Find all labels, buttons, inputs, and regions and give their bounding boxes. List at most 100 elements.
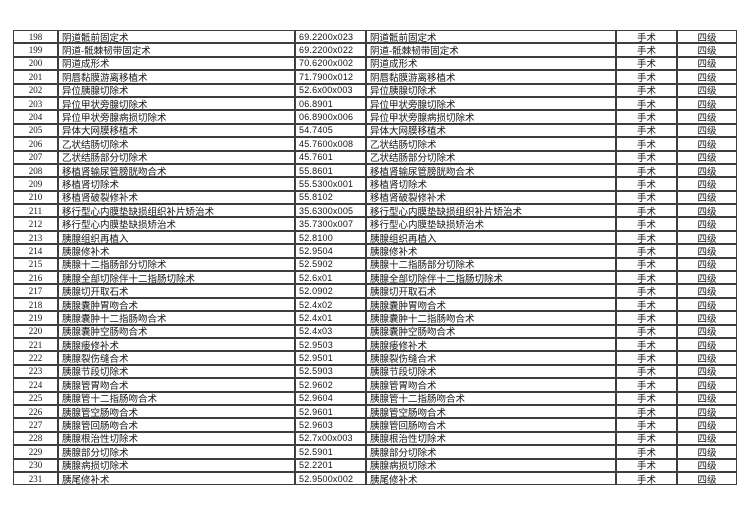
procedure-name-cell: 乙状结肠部分切除术 bbox=[58, 150, 295, 164]
level-cell: 四级 bbox=[677, 230, 737, 245]
procedure-code-cell: 69.2200x022 bbox=[295, 43, 366, 57]
procedure-name-repeat-cell: 胰腺囊肿空肠吻合术 bbox=[366, 324, 616, 338]
procedure-name-cell: 胰腺十二指肠部分切除术 bbox=[58, 257, 295, 272]
procedure-name-cell: 胰腺全部切除伴十二指肠切除术 bbox=[58, 271, 295, 285]
procedure-name-repeat-cell: 胰腺管回肠吻合术 bbox=[366, 418, 616, 432]
row-number-cell: 226 bbox=[13, 404, 58, 419]
level-cell: 四级 bbox=[677, 83, 737, 97]
procedure-name-repeat-cell: 移植肾切除术 bbox=[366, 177, 616, 191]
category-cell: 手术 bbox=[616, 163, 677, 178]
procedure-name-cell: 移植肾切除术 bbox=[58, 177, 295, 191]
procedure-code-cell: 52.9604 bbox=[295, 391, 366, 405]
category-cell: 手术 bbox=[616, 177, 677, 191]
row-number-cell: 229 bbox=[13, 445, 58, 459]
level-cell: 四级 bbox=[677, 177, 737, 191]
level-cell: 四级 bbox=[677, 337, 737, 352]
row-number-cell: 223 bbox=[13, 364, 58, 379]
procedure-code-cell: 52.4x01 bbox=[295, 311, 366, 325]
category-cell: 手术 bbox=[616, 217, 677, 231]
procedure-code-cell: 52.9503 bbox=[295, 337, 366, 352]
level-cell: 四级 bbox=[677, 204, 737, 218]
procedure-name-cell: 胰腺管空肠吻合术 bbox=[58, 404, 295, 419]
category-cell: 手术 bbox=[616, 458, 677, 472]
row-number-cell: 202 bbox=[13, 83, 58, 97]
level-cell: 四级 bbox=[677, 150, 737, 164]
procedure-name-repeat-cell: 胰腺全部切除伴十二指肠切除术 bbox=[366, 271, 616, 285]
level-cell: 四级 bbox=[677, 471, 737, 486]
category-cell: 手术 bbox=[616, 431, 677, 446]
procedure-code-cell: 52.5902 bbox=[295, 257, 366, 272]
procedure-code-cell: 52.9602 bbox=[295, 378, 366, 392]
category-cell: 手术 bbox=[616, 110, 677, 124]
procedure-code-cell: 52.9603 bbox=[295, 418, 366, 432]
table-row: 227 胰腺管回肠吻合术 52.9603 胰腺管回肠吻合术 手术 四级 bbox=[13, 418, 737, 432]
category-cell: 手术 bbox=[616, 150, 677, 164]
procedure-name-repeat-cell: 胰腺部分切除术 bbox=[366, 445, 616, 459]
level-cell: 四级 bbox=[677, 458, 737, 472]
procedure-name-cell: 移行型心内膜垫缺损矫治术 bbox=[58, 217, 295, 231]
table-row: 231 胰尾修补术 52.9500x002 胰尾修补术 手术 四级 bbox=[13, 471, 737, 486]
table-row: 221 胰腺瘘修补术 52.9503 胰腺瘘修补术 手术 四级 bbox=[13, 337, 737, 352]
procedure-name-cell: 胰腺管十二指肠吻合术 bbox=[58, 391, 295, 405]
category-cell: 手术 bbox=[616, 230, 677, 245]
row-number-cell: 230 bbox=[13, 458, 58, 472]
level-cell: 四级 bbox=[677, 311, 737, 325]
procedure-code-cell: 55.8601 bbox=[295, 163, 366, 178]
procedure-name-cell: 乙状结肠切除术 bbox=[58, 137, 295, 151]
procedure-name-repeat-cell: 胰腺节段切除术 bbox=[366, 364, 616, 379]
procedure-name-repeat-cell: 胰腺修补术 bbox=[366, 244, 616, 258]
procedure-name-repeat-cell: 阴唇黏膜游离移植术 bbox=[366, 70, 616, 84]
procedure-name-cell: 胰腺管回肠吻合术 bbox=[58, 418, 295, 432]
table-row: 206 乙状结肠切除术 45.7600x008 乙状结肠切除术 手术 四级 bbox=[13, 137, 737, 151]
row-number-cell: 225 bbox=[13, 391, 58, 405]
procedure-name-cell: 异体大网膜移植术 bbox=[58, 123, 295, 138]
procedure-name-repeat-cell: 移植肾破裂修补术 bbox=[366, 190, 616, 205]
row-number-cell: 211 bbox=[13, 204, 58, 218]
table-row: 204 异位甲状旁腺病损切除术 06.8900x006 异位甲状旁腺病损切除术 … bbox=[13, 110, 737, 124]
procedure-code-cell: 52.9601 bbox=[295, 404, 366, 419]
procedure-name-repeat-cell: 阴道-骶棘韧带固定术 bbox=[366, 43, 616, 57]
procedure-code-cell: 55.8102 bbox=[295, 190, 366, 205]
procedure-name-repeat-cell: 移植肾输尿管膀胱吻合术 bbox=[366, 163, 616, 178]
procedure-name-cell: 阴道骶前固定术 bbox=[58, 30, 295, 44]
procedure-name-cell: 阴道-骶棘韧带固定术 bbox=[58, 43, 295, 57]
row-number-cell: 227 bbox=[13, 418, 58, 432]
table-row: 200 阴道成形术 70.6200x002 阴道成形术 手术 四级 bbox=[13, 56, 737, 71]
table-row: 203 异位甲状旁腺切除术 06.8901 异位甲状旁腺切除术 手术 四级 bbox=[13, 96, 737, 111]
procedure-name-cell: 移植肾破裂修补术 bbox=[58, 190, 295, 205]
procedure-name-repeat-cell: 胰腺囊肿十二指肠吻合术 bbox=[366, 311, 616, 325]
procedure-name-cell: 移行型心内膜垫缺损组织补片矫治术 bbox=[58, 204, 295, 218]
row-number-cell: 207 bbox=[13, 150, 58, 164]
row-number-cell: 213 bbox=[13, 230, 58, 245]
table-row: 208 移植肾输尿管膀胱吻合术 55.8601 移植肾输尿管膀胱吻合术 手术 四… bbox=[13, 163, 737, 178]
procedure-name-repeat-cell: 胰腺裂伤缝合术 bbox=[366, 351, 616, 365]
procedure-name-repeat-cell: 异位甲状旁腺病损切除术 bbox=[366, 110, 616, 124]
procedure-code-cell: 52.7x00x003 bbox=[295, 431, 366, 446]
category-cell: 手术 bbox=[616, 56, 677, 71]
procedure-code-cell: 52.9500x002 bbox=[295, 471, 366, 486]
procedure-code-cell: 52.5901 bbox=[295, 445, 366, 459]
table-row: 219 胰腺囊肿十二指肠吻合术 52.4x01 胰腺囊肿十二指肠吻合术 手术 四… bbox=[13, 311, 737, 325]
procedure-name-cell: 胰尾修补术 bbox=[58, 471, 295, 486]
procedure-name-repeat-cell: 异位胰腺切除术 bbox=[366, 83, 616, 97]
level-cell: 四级 bbox=[677, 110, 737, 124]
table-row: 217 胰腺切开取石术 52.0902 胰腺切开取石术 手术 四级 bbox=[13, 284, 737, 298]
procedure-code-cell: 52.6x01 bbox=[295, 271, 366, 285]
category-cell: 手术 bbox=[616, 123, 677, 138]
procedure-name-repeat-cell: 移行型心内膜垫缺损组织补片矫治术 bbox=[366, 204, 616, 218]
row-number-cell: 217 bbox=[13, 284, 58, 298]
table-row: 218 胰腺囊肿胃吻合术 52.4x02 胰腺囊肿胃吻合术 手术 四级 bbox=[13, 297, 737, 312]
row-number-cell: 219 bbox=[13, 311, 58, 325]
table-row: 228 胰腺根治性切除术 52.7x00x003 胰腺根治性切除术 手术 四级 bbox=[13, 431, 737, 446]
category-cell: 手术 bbox=[616, 418, 677, 432]
row-number-cell: 201 bbox=[13, 70, 58, 84]
level-cell: 四级 bbox=[677, 445, 737, 459]
procedure-name-cell: 胰腺囊肿空肠吻合术 bbox=[58, 324, 295, 338]
row-number-cell: 204 bbox=[13, 110, 58, 124]
level-cell: 四级 bbox=[677, 364, 737, 379]
table-row: 207 乙状结肠部分切除术 45.7601 乙状结肠部分切除术 手术 四级 bbox=[13, 150, 737, 164]
procedure-code-cell: 52.9504 bbox=[295, 244, 366, 258]
procedure-name-cell: 胰腺囊肿十二指肠吻合术 bbox=[58, 311, 295, 325]
table-row: 209 移植肾切除术 55.5300x001 移植肾切除术 手术 四级 bbox=[13, 177, 737, 191]
level-cell: 四级 bbox=[677, 271, 737, 285]
